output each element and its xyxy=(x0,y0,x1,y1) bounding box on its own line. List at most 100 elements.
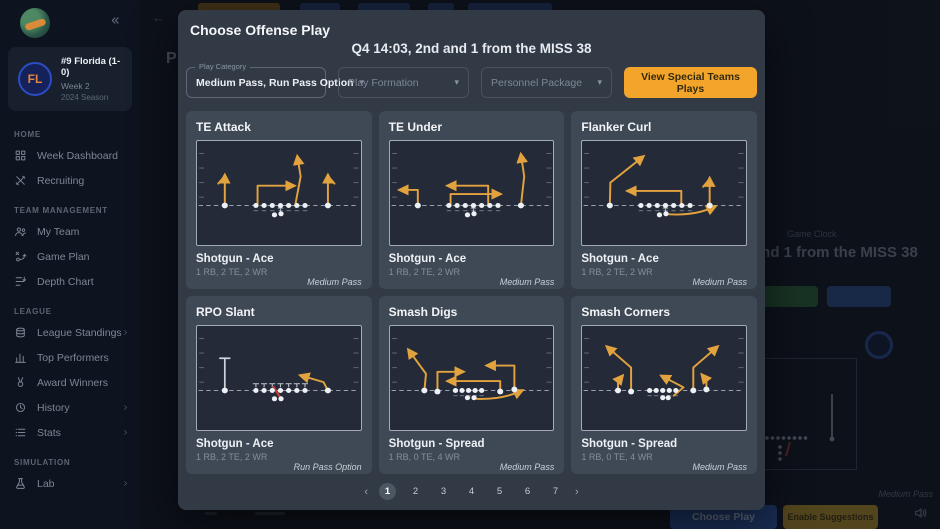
pagination-page-1[interactable]: 1 xyxy=(379,483,396,500)
play-category-label: Play Category xyxy=(195,62,251,71)
choose-offense-play-modal: Choose Offense Play Q4 14:03, 2nd and 1 … xyxy=(178,10,765,510)
play-diagram xyxy=(583,152,745,218)
sidebar-item-label: Top Performers xyxy=(37,351,109,364)
strategy-icon xyxy=(14,250,27,263)
list-icon xyxy=(14,426,27,439)
play-category-badge: Medium Pass xyxy=(692,277,747,287)
play-title: Flanker Curl xyxy=(581,120,652,134)
sidebar-item-label: Game Plan xyxy=(37,250,90,263)
play-formation: Shotgun - Ace xyxy=(196,253,274,265)
chart-icon xyxy=(14,351,27,364)
pagination-page-6[interactable]: 6 xyxy=(524,486,531,497)
play-card-smash-digs[interactable]: Smash Digs Shotgun - Spread 1 RB, 0 TE, 4 … xyxy=(378,296,565,474)
team-season: 2024 Season xyxy=(61,93,109,102)
chevron-down-icon: ▾ xyxy=(359,77,365,87)
play-category-badge: Medium Pass xyxy=(307,277,362,287)
play-formation-select[interactable]: Play Formation ▾ xyxy=(338,67,469,98)
pagination-page-4[interactable]: 4 xyxy=(468,486,475,497)
flask-icon xyxy=(14,477,27,490)
play-diagram-frame xyxy=(581,325,747,431)
filters-row: Play Category Medium Pass, Run Pass Opti… xyxy=(186,62,757,98)
play-diagram xyxy=(391,151,552,218)
play-diagram xyxy=(391,337,552,401)
play-title: TE Under xyxy=(388,120,442,134)
play-category-value: Medium Pass, Run Pass Option xyxy=(196,76,354,89)
chevron-right-icon xyxy=(121,403,130,412)
play-formation: Shotgun - Spread xyxy=(388,438,485,450)
sidebar-item-lab[interactable]: Lab xyxy=(0,471,140,496)
sidebar-item-label: Recruiting xyxy=(37,174,85,187)
play-category-badge: Medium Pass xyxy=(499,277,555,287)
play-formation: Shotgun - Spread xyxy=(581,438,678,450)
play-diagram xyxy=(198,337,360,402)
team-card: FL #9 Florida (1-0) Week 2 2024 Season xyxy=(8,47,132,111)
team-avatar: FL xyxy=(18,62,52,96)
play-personnel: 1 RB, 2 TE, 2 WR xyxy=(581,267,653,277)
play-category-badge: Run Pass Option xyxy=(293,462,362,472)
sidebar-item-depth-chart[interactable]: Depth Chart xyxy=(0,269,140,294)
sidebar-section-label: LEAGUE xyxy=(14,307,52,316)
sidebar-item-top-performers[interactable]: Top Performers xyxy=(0,345,140,370)
sidebar-item-label: Depth Chart xyxy=(37,275,94,288)
play-diagram-frame xyxy=(388,140,555,246)
sidebar-item-recruiting[interactable]: Recruiting xyxy=(0,168,140,193)
play-card-rpo-slant[interactable]: RPO Slant Shotgun - Ace 1 RB, 2 TE, 2 WR Ru… xyxy=(186,296,372,474)
game-state-text: Q4 14:03, 2nd and 1 from the MISS 38 xyxy=(351,41,592,56)
medal-icon xyxy=(14,376,27,389)
personnel-package-select[interactable]: Personnel Package ▾ xyxy=(481,67,612,98)
play-category-badge: Medium Pass xyxy=(692,462,747,472)
sidebar-item-league-standings[interactable]: League Standings xyxy=(0,320,140,345)
plays-grid: TE Attack Shotgun - Ace 1 RB, 2 TE, 2 WR Me… xyxy=(186,111,757,474)
play-diagram-frame xyxy=(196,140,362,246)
view-special-teams-button[interactable]: View Special Teams Plays xyxy=(624,67,757,98)
sidebar-item-label: Week Dashboard xyxy=(37,149,118,162)
sidebar-item-stats[interactable]: Stats xyxy=(0,420,140,445)
sidebar-collapse-button[interactable] xyxy=(109,14,122,32)
chevron-right-icon xyxy=(121,428,130,437)
play-category-badge: Medium Pass xyxy=(499,462,555,472)
team-week: Week 2 xyxy=(61,81,90,91)
sidebar-item-label: History xyxy=(37,401,70,414)
pagination-page-2[interactable]: 2 xyxy=(412,486,419,497)
pagination-page-5[interactable]: 5 xyxy=(496,486,503,497)
sidebar-item-history[interactable]: History xyxy=(0,395,140,420)
play-formation-placeholder: Play Formation xyxy=(348,76,419,89)
play-title: TE Attack xyxy=(196,120,251,134)
sidebar-item-award-winners[interactable]: Award Winners xyxy=(0,370,140,395)
pagination-page-7[interactable]: 7 xyxy=(552,486,559,497)
layers-icon xyxy=(14,326,27,339)
sidebar-item-week-dashboard[interactable]: Week Dashboard xyxy=(0,143,140,168)
play-personnel: 1 RB, 2 TE, 2 WR xyxy=(196,452,268,462)
play-category-select[interactable]: Play Category Medium Pass, Run Pass Opti… xyxy=(186,62,364,98)
play-card-te-under[interactable]: TE Under Shotgun - Ace 1 RB, 2 TE, 2 WR Med… xyxy=(378,111,565,289)
users-icon xyxy=(14,225,27,238)
swords-icon xyxy=(14,174,27,187)
sidebar-item-label: Stats xyxy=(37,426,61,439)
chevron-down-icon: ▾ xyxy=(597,77,602,87)
sidebar: FL #9 Florida (1-0) Week 2 2024 Season H… xyxy=(0,0,140,529)
pagination-next[interactable]: › xyxy=(575,485,579,498)
play-card-flanker-curl[interactable]: Flanker Curl Shotgun - Ace 1 RB, 2 TE, 2 W… xyxy=(571,111,757,289)
play-personnel: 1 RB, 2 TE, 2 WR xyxy=(388,267,461,277)
play-diagram-frame xyxy=(581,140,747,246)
personnel-package-placeholder: Personnel Package xyxy=(491,76,583,89)
play-card-te-attack[interactable]: TE Attack Shotgun - Ace 1 RB, 2 TE, 2 WR Me… xyxy=(186,111,372,289)
depth-icon xyxy=(14,275,27,288)
modal-title: Choose Offense Play xyxy=(190,22,331,38)
sidebar-section-label: TEAM MANAGEMENT xyxy=(14,206,108,215)
pagination: ‹ 1 2 3 4 5 6 7 › xyxy=(178,483,765,500)
sidebar-item-game-plan[interactable]: Game Plan xyxy=(0,244,140,269)
sidebar-item-my-team[interactable]: My Team xyxy=(0,219,140,244)
pagination-page-3[interactable]: 3 xyxy=(440,486,447,497)
play-diagram xyxy=(198,152,360,218)
sidebar-nav: HOME Week Dashboard Recruiting TEAM MANAGEM… xyxy=(0,117,140,496)
team-name: #9 Florida (1-0) xyxy=(61,56,121,78)
play-card-smash-corners[interactable]: Smash Corners Shotgun - Spread 1 RB, 0 TE,… xyxy=(571,296,757,474)
sidebar-item-label: My Team xyxy=(37,225,80,238)
chevron-right-icon xyxy=(121,479,130,488)
play-title: Smash Digs xyxy=(388,305,458,319)
play-personnel: 1 RB, 0 TE, 4 WR xyxy=(388,452,461,462)
play-diagram-frame xyxy=(388,325,555,431)
chevron-down-icon: ▾ xyxy=(454,77,459,87)
pagination-prev[interactable]: ‹ xyxy=(364,485,368,498)
